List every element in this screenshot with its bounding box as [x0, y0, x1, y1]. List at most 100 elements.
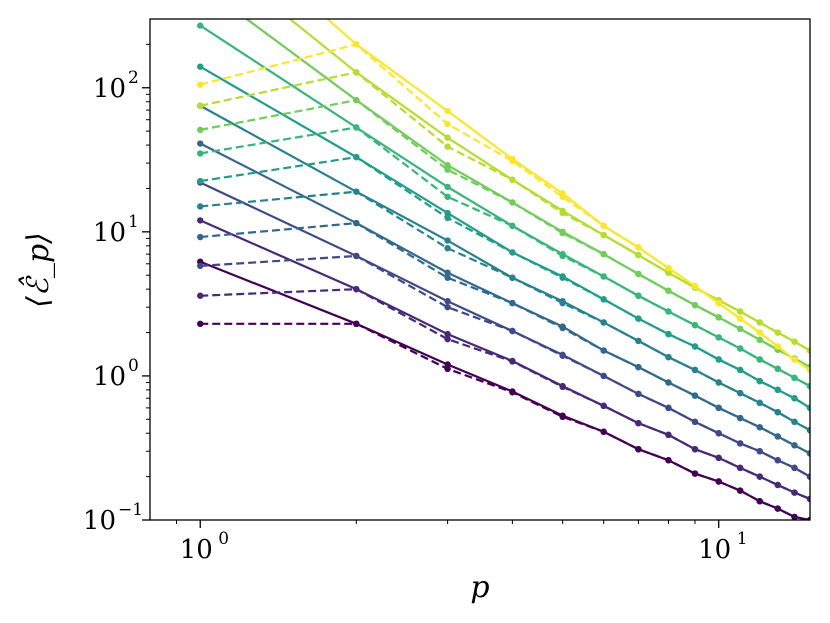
data-point-17-2 — [444, 143, 451, 150]
data-point-3-11 — [756, 473, 763, 480]
data-point-19-12 — [774, 343, 781, 350]
data-point-13-5 — [600, 273, 607, 280]
data-point-15-7 — [665, 287, 672, 294]
data-point-1-6 — [635, 446, 642, 453]
series-layer — [197, 19, 810, 520]
data-point-6-2 — [444, 269, 451, 276]
data-point-13-0 — [197, 150, 204, 157]
data-point-1-12 — [774, 505, 781, 512]
data-point-9-12 — [774, 409, 781, 416]
data-point-17-3 — [509, 176, 516, 183]
data-point-9-0 — [197, 203, 204, 210]
data-point-7-0 — [197, 233, 204, 241]
y-tick-label-0: 10 — [83, 506, 116, 536]
data-point-15-3 — [509, 199, 516, 206]
data-point-3-1 — [353, 285, 360, 293]
data-point-5-8 — [691, 418, 699, 426]
data-point-2-2 — [444, 330, 451, 338]
data-point-3-8 — [691, 446, 699, 453]
series-line-13 — [200, 126, 810, 388]
data-point-3-9 — [715, 454, 722, 462]
data-point-13-3 — [509, 222, 516, 230]
data-point-1-8 — [691, 470, 699, 477]
data-point-17-5 — [600, 231, 607, 239]
data-point-3-13 — [791, 489, 798, 496]
data-point-3-5 — [600, 402, 607, 410]
series-14 — [244, 19, 810, 371]
data-point-7-7 — [665, 379, 672, 386]
data-point-3-12 — [774, 481, 781, 489]
data-point-14-2 — [444, 162, 451, 169]
data-point-13-2 — [444, 193, 451, 201]
y-tick-exponent-2: 1 — [128, 212, 139, 232]
data-point-15-6 — [635, 270, 642, 278]
data-point-11-14 — [806, 404, 810, 412]
data-point-2-0 — [197, 217, 204, 224]
series-3 — [197, 285, 810, 503]
data-point-3-2 — [444, 335, 451, 343]
data-point-12-0 — [197, 22, 204, 29]
data-point-7-12 — [774, 433, 781, 440]
data-point-7-13 — [791, 442, 798, 449]
data-point-9-3 — [509, 274, 516, 281]
data-point-17-4 — [559, 209, 566, 217]
data-point-5-5 — [600, 372, 607, 380]
data-point-19-4 — [559, 193, 566, 201]
y-tick-exponent-1: 0 — [128, 356, 139, 376]
data-point-7-8 — [691, 392, 699, 399]
data-point-11-10 — [736, 366, 744, 374]
data-point-11-1 — [353, 153, 360, 161]
data-point-1-10 — [736, 487, 744, 494]
data-point-3-4 — [559, 383, 566, 391]
series-line-12 — [199, 24, 810, 388]
series-line-19 — [199, 43, 810, 371]
data-point-17-10 — [736, 308, 744, 315]
data-point-7-4 — [559, 324, 566, 332]
data-point-9-11 — [756, 399, 763, 407]
data-point-15-4 — [559, 229, 566, 237]
data-point-9-14 — [806, 427, 810, 434]
data-point-11-2 — [444, 214, 451, 222]
data-point-11-13 — [791, 395, 798, 402]
series-9 — [197, 188, 810, 434]
data-point-4-2 — [444, 298, 451, 305]
data-point-11-3 — [509, 249, 516, 256]
data-point-5-7 — [665, 404, 672, 412]
data-point-17-13 — [791, 338, 798, 345]
data-point-19-3 — [509, 157, 516, 165]
data-point-5-2 — [444, 303, 451, 311]
data-point-3-7 — [665, 431, 672, 439]
data-point-13-11 — [756, 356, 763, 363]
data-point-19-6 — [635, 244, 642, 251]
data-point-5-4 — [559, 352, 566, 359]
data-point-19-5 — [600, 222, 607, 230]
data-point-7-3 — [509, 299, 516, 307]
data-point-15-0 — [197, 126, 204, 134]
data-point-17-12 — [774, 329, 781, 336]
data-point-7-9 — [715, 404, 722, 412]
data-point-13-1 — [353, 124, 360, 131]
data-point-15-10 — [736, 325, 744, 333]
data-point-6-0 — [197, 140, 204, 147]
data-point-13-7 — [665, 308, 672, 315]
data-point-15-8 — [691, 301, 699, 309]
data-point-12-2 — [444, 183, 451, 191]
data-point-19-13 — [791, 356, 798, 363]
x-tick-label-0: 10 — [180, 535, 213, 565]
data-point-15-11 — [756, 336, 763, 344]
data-point-9-8 — [691, 366, 699, 374]
data-point-1-7 — [665, 457, 672, 464]
series-17 — [197, 69, 810, 354]
data-point-8-2 — [444, 237, 451, 244]
data-point-17-6 — [635, 251, 642, 259]
data-point-13-4 — [559, 252, 566, 260]
data-point-3-3 — [509, 358, 516, 365]
data-point-15-1 — [353, 96, 360, 104]
data-point-13-8 — [691, 321, 699, 329]
series-line-14 — [244, 19, 810, 369]
data-point-11-8 — [691, 343, 699, 350]
data-point-11-5 — [600, 296, 607, 303]
x-axis-label: p — [470, 570, 489, 605]
y-axis-label: ⟨ℰ̂_p⟩ — [19, 232, 56, 308]
